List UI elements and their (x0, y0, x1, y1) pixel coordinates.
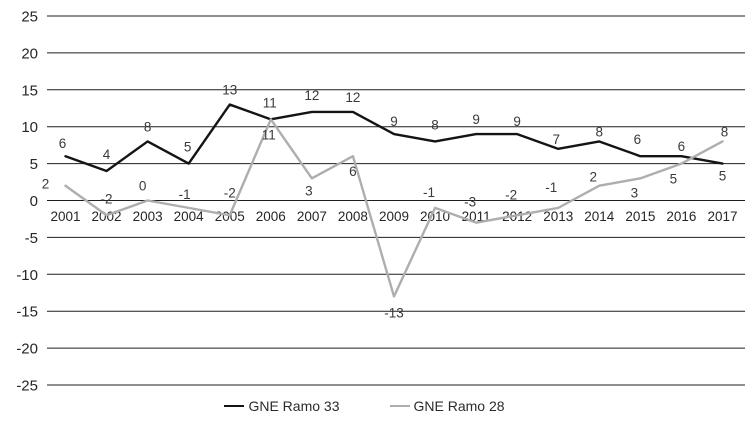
data-label: 12 (304, 88, 319, 103)
data-label: 6 (59, 136, 67, 151)
data-label: -3 (464, 195, 476, 210)
x-tick-label: 2005 (215, 209, 245, 224)
x-tick-label: 2003 (133, 209, 163, 224)
x-tick-label: 2008 (338, 209, 368, 224)
data-label: 8 (144, 119, 152, 134)
legend-label-gne-ramo-28: GNE Ramo 28 (413, 398, 505, 414)
series-line-gne-ramo-33 (64, 103, 724, 173)
data-label: 6 (678, 139, 686, 154)
y-tick-label: 25 (21, 9, 38, 26)
x-tick-label: 2010 (420, 209, 450, 224)
x-tick-label: 2013 (543, 209, 573, 224)
data-label: 2 (590, 170, 598, 185)
data-label: -1 (179, 187, 191, 202)
y-tick-label: -25 (16, 378, 38, 395)
legend-label-gne-ramo-33: GNE Ramo 33 (248, 398, 340, 414)
data-label: 4 (103, 147, 111, 162)
legend-item-gne-ramo-28: GNE Ramo 28 (389, 398, 505, 414)
data-label: 7 (552, 132, 560, 147)
data-label: -2 (101, 191, 113, 206)
x-tick-label: 2001 (50, 209, 80, 224)
data-label: -13 (384, 305, 404, 320)
chart-legend: GNE Ramo 33 GNE Ramo 28 (0, 398, 741, 414)
data-label: 9 (390, 114, 398, 129)
data-label: 8 (721, 124, 729, 139)
data-label: -2 (224, 185, 236, 200)
x-tick-label: 2016 (666, 209, 696, 224)
data-label: 12 (345, 90, 360, 105)
y-tick-label: 0 (30, 193, 38, 210)
data-label: 6 (349, 164, 357, 179)
data-label: -1 (545, 180, 557, 195)
y-tick-label: 5 (30, 156, 38, 173)
data-label: 3 (305, 183, 313, 198)
x-tick-label: 2004 (174, 209, 205, 224)
y-tick-label: -10 (16, 267, 38, 284)
y-tick-label: 15 (21, 82, 38, 99)
data-label: 11 (262, 127, 276, 142)
data-label: 5 (719, 169, 727, 184)
data-label: 8 (596, 124, 604, 139)
x-tick-label: 2007 (297, 209, 327, 224)
legend-line-icon-gne-ramo-28 (389, 404, 410, 408)
data-label: 13 (222, 83, 237, 98)
series-line-gne-ramo-28 (64, 118, 724, 298)
data-label: 0 (139, 179, 147, 194)
y-tick-label: 10 (21, 119, 38, 136)
data-label: 6 (634, 132, 642, 147)
x-tick-label: 2017 (707, 209, 737, 224)
x-tick-label: 2006 (256, 209, 286, 224)
data-label: 3 (631, 185, 639, 200)
data-label: 5 (670, 172, 678, 187)
y-tick-label: -15 (16, 304, 38, 321)
data-label: 8 (431, 117, 439, 132)
legend-item-gne-ramo-33: GNE Ramo 33 (224, 398, 340, 414)
data-label: 9 (513, 114, 521, 129)
y-tick-label: 20 (21, 45, 38, 62)
data-label: 11 (263, 95, 277, 110)
gridlines (47, 15, 745, 386)
legend-line-icon-gne-ramo-33 (224, 404, 245, 408)
y-tick-label: -20 (16, 341, 38, 358)
data-label: 9 (472, 112, 480, 127)
x-tick-label: 2015 (625, 209, 655, 224)
data-label: -1 (423, 185, 435, 200)
data-label: 2 (42, 177, 50, 192)
x-tick-label: 2009 (379, 209, 409, 224)
y-tick-label: -5 (25, 230, 38, 247)
data-label: -2 (505, 187, 517, 202)
data-label: 5 (184, 140, 192, 155)
x-tick-label: 2014 (584, 209, 615, 224)
